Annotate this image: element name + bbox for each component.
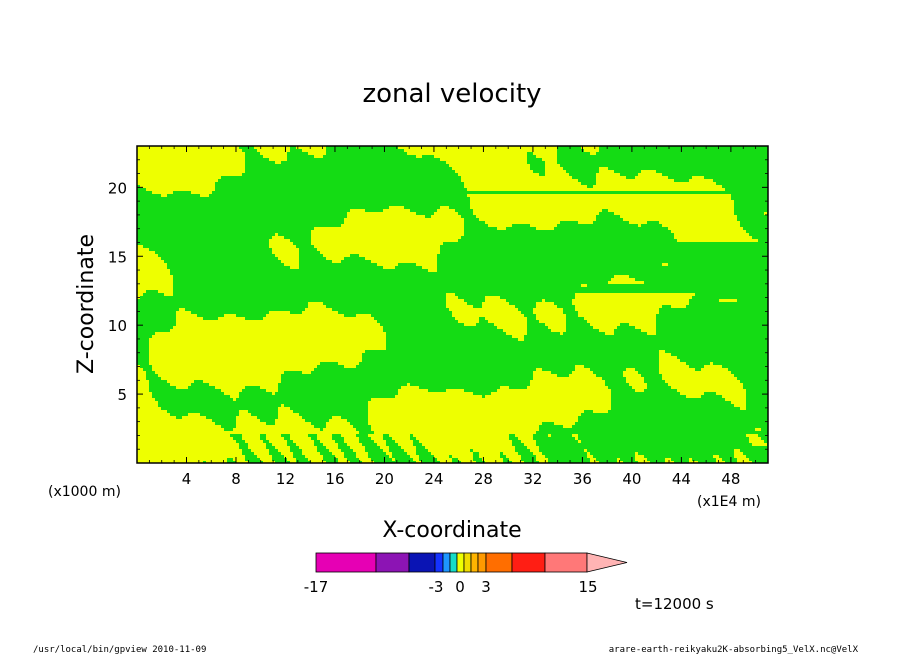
y-tick-label: 20 xyxy=(108,179,127,197)
colorbar-segment xyxy=(456,552,465,573)
x-tick-label: 28 xyxy=(474,470,493,488)
y-axis-unit: (x1000 m) xyxy=(48,484,121,500)
colorbar-extension xyxy=(586,552,628,573)
colorbar-segment xyxy=(375,552,410,573)
colorbar-tick-label: 0 xyxy=(455,578,465,596)
colorbar-tick-label: 3 xyxy=(481,578,491,596)
x-tick-label: 48 xyxy=(721,470,740,488)
plot-frame xyxy=(136,145,769,464)
x-tick-label: 8 xyxy=(231,470,241,488)
colorbar-tick-label: -3 xyxy=(429,578,444,596)
x-tick-label: 4 xyxy=(182,470,192,488)
positive-velocity-bands xyxy=(137,146,767,463)
x-axis-label: X-coordinate xyxy=(382,518,521,543)
contour-field xyxy=(137,146,768,463)
x-tick-label: 24 xyxy=(424,470,443,488)
y-tick-label: 5 xyxy=(117,386,127,404)
colorbar-segment xyxy=(408,552,436,573)
x-axis-ticks: 4 8 12 16 20 24 28 32 36 40 44 48 xyxy=(148,146,757,488)
y-axis-label: Z-coordinate xyxy=(74,234,99,374)
x-tick-label: 36 xyxy=(573,470,592,488)
footer-right: arare-earth-reikyaku2K-absorbing5_VelX.n… xyxy=(609,645,859,654)
positive-velocity-region xyxy=(137,146,767,463)
y-axis-ticks: 5 10 15 20 xyxy=(108,159,768,450)
x-axis-unit: (x1E4 m) xyxy=(697,494,761,510)
colorbar-tick-label: 15 xyxy=(578,578,597,596)
footer-left: /usr/local/bin/gpview 2010-11-09 xyxy=(33,645,206,654)
colorbar-segment xyxy=(477,552,487,573)
colorbar-tick-label: -17 xyxy=(304,578,329,596)
colorbar-segment xyxy=(511,552,546,573)
time-label: t=12000 s xyxy=(635,595,714,613)
y-tick-label: 10 xyxy=(108,317,127,335)
colorbar-segment xyxy=(485,552,513,573)
colorbar xyxy=(315,552,628,573)
colorbar-segment xyxy=(544,552,588,573)
colorbar-segment xyxy=(434,552,444,573)
colorbar-segment xyxy=(315,552,377,573)
colorbar-segment xyxy=(463,552,472,573)
x-tick-label: 16 xyxy=(325,470,344,488)
chart-title: zonal velocity xyxy=(362,79,541,109)
x-tick-label: 32 xyxy=(523,470,542,488)
y-tick-label: 15 xyxy=(108,248,127,266)
x-tick-label: 44 xyxy=(672,470,691,488)
colorbar-tick-labels: -17 -3 0 3 15 xyxy=(304,578,598,596)
colorbar-segment xyxy=(442,552,451,573)
x-tick-label: 40 xyxy=(622,470,641,488)
colorbar-segment xyxy=(470,552,479,573)
x-tick-label: 12 xyxy=(276,470,295,488)
x-tick-label: 20 xyxy=(375,470,394,488)
colorbar-segment xyxy=(449,552,458,573)
